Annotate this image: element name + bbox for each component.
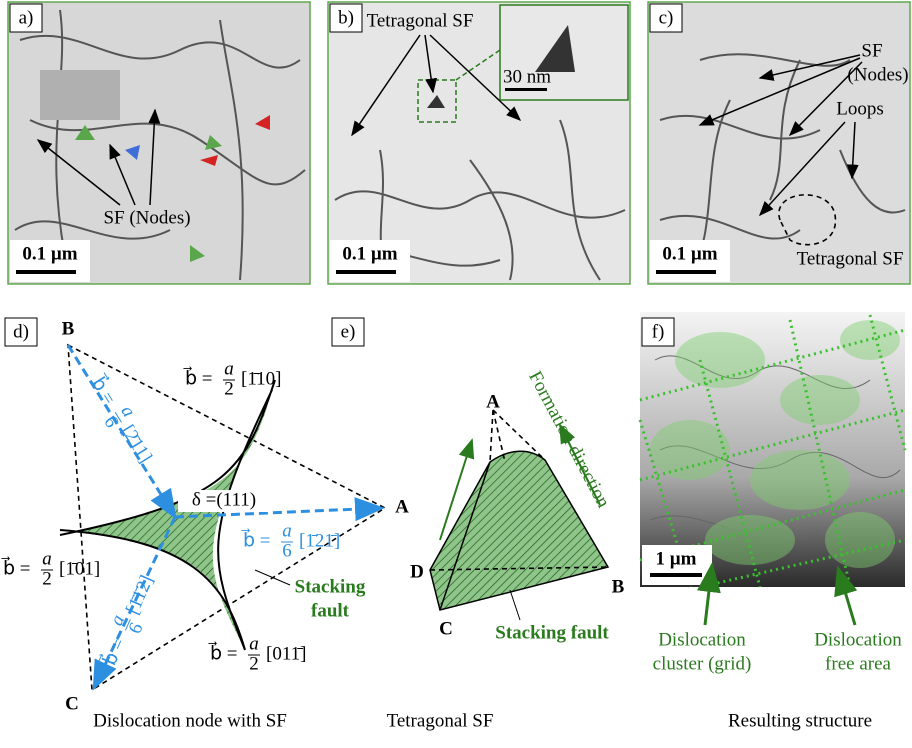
scale-label: 0.1 µm (22, 243, 77, 264)
panel-e: e) A B C D Formation direction Stacking … (331, 317, 625, 731)
annotation: Loops (836, 98, 884, 119)
vector-direction: [1̄10] (241, 368, 281, 389)
scale-label: 1 µm (655, 548, 696, 569)
vector-prefix: b⃗ = (1, 556, 30, 579)
panel-d: d) B A C δ =(111) Stacking fault b⃗ = a2[… (1, 317, 409, 731)
fraction-numerator: a (249, 633, 259, 654)
fraction-numerator: a (42, 548, 52, 569)
fraction-denominator: 2 (249, 653, 259, 674)
fraction-bar (124, 619, 131, 631)
inset-scale-label: 30 nm (503, 66, 551, 87)
annotation-line: (Nodes) (847, 64, 908, 85)
annotation: Tetragonal SF (797, 248, 904, 269)
annotation: SF (Nodes) (103, 207, 190, 228)
vector-direction: [1̄21̄] (299, 530, 340, 551)
vertex-label: C (439, 618, 453, 639)
vector-label: b⃗ = a2 [1̄10] (183, 358, 281, 399)
fraction-numerator: a (282, 520, 292, 541)
scale-label: 0.1 µm (662, 243, 717, 264)
fraction-denominator: 2 (224, 378, 234, 399)
vector-direction: [2̄11] (117, 421, 156, 466)
vector-label: b⃗ =a6[2̄11] (86, 371, 156, 467)
plane-label: δ =(111) (192, 489, 256, 510)
annotation-line: free area (825, 653, 891, 674)
annotation-line: cluster (grid) (653, 653, 752, 674)
vector-prefix: b⃗ = (86, 371, 121, 408)
vertex-label: A (486, 391, 500, 412)
fraction-denominator: 2 (42, 568, 52, 589)
vector-label: b⃗ =a6[1̄1̄2] (96, 572, 158, 670)
fraction-denominator: 6 (99, 412, 122, 431)
vector-direction: [011̄] (266, 643, 306, 664)
panel-label: a) (19, 7, 34, 28)
vector-label: b⃗ = a2 [1̄01] (1, 548, 100, 589)
panel-c: c) SF (Nodes) Loops Tetragonal SF 0.1 µm (647, 1, 911, 285)
vector-prefix: b⃗ = (241, 528, 270, 551)
fault-label: Stacking (295, 576, 366, 597)
fraction-denominator: 6 (282, 540, 292, 561)
vertex-label: D (410, 561, 424, 582)
fraction-denominator: 6 (124, 620, 147, 637)
annotation-line: SF (861, 40, 882, 61)
vector-label: b⃗ = a6 [1̄21̄] (241, 520, 340, 561)
panel-f: f) 1 µm Dislocation cluster (grid) Dislo… (638, 312, 907, 731)
panel-a: a) SF (Nodes) 0.1 µm (7, 1, 311, 285)
annotation: Tetragonal SF (367, 10, 474, 31)
panel-label: f) (652, 321, 665, 342)
vertex-label: C (65, 693, 79, 714)
vector-direction: [1̄01] (59, 558, 100, 579)
caption: Tetragonal SF (387, 710, 494, 731)
panel-label: e) (341, 321, 356, 342)
panel-label: c) (659, 7, 674, 28)
caption: Resulting structure (728, 710, 872, 731)
fraction-numerator: a (224, 358, 234, 379)
vector-label: b⃗ = a2 [011̄] (208, 633, 306, 674)
vertex-label: B (612, 576, 625, 597)
scale-label: 0.1 µm (342, 243, 397, 264)
panel-label: b) (338, 7, 354, 28)
vector-prefix: b⃗ = (183, 366, 212, 389)
vector-prefix: b⃗ = (208, 641, 237, 664)
annotation-line: Dislocation (814, 629, 902, 650)
annotation-line: Dislocation (658, 629, 746, 650)
vertex-label: B (62, 318, 75, 339)
vector-prefix: b⃗ = (96, 634, 129, 670)
panel-label: d) (13, 321, 29, 342)
vector-direction: [1̄1̄2] (122, 572, 158, 617)
panel-b: b) Tetragonal SF 30 nm 0.1 µm (327, 1, 631, 285)
fraction-bar (114, 411, 122, 423)
fault-label: Stacking fault (495, 622, 609, 643)
vertex-label: A (395, 496, 409, 517)
caption: Dislocation node with SF (93, 710, 287, 731)
fault-label: fault (311, 600, 350, 621)
